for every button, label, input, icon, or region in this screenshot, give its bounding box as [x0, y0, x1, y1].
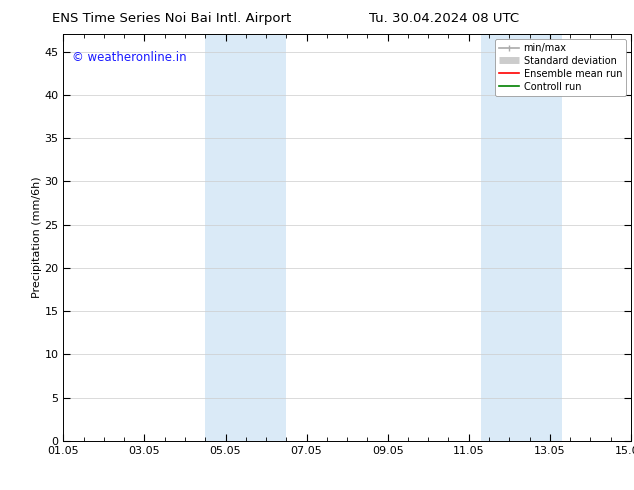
Text: © weatheronline.in: © weatheronline.in	[72, 50, 186, 64]
Text: Tu. 30.04.2024 08 UTC: Tu. 30.04.2024 08 UTC	[369, 12, 519, 25]
Legend: min/max, Standard deviation, Ensemble mean run, Controll run: min/max, Standard deviation, Ensemble me…	[495, 39, 626, 96]
Text: ENS Time Series Noi Bai Intl. Airport: ENS Time Series Noi Bai Intl. Airport	[51, 12, 291, 25]
Bar	[481, 34, 562, 441]
Bar	[205, 34, 287, 441]
Y-axis label: Precipitation (mm/6h): Precipitation (mm/6h)	[32, 177, 42, 298]
